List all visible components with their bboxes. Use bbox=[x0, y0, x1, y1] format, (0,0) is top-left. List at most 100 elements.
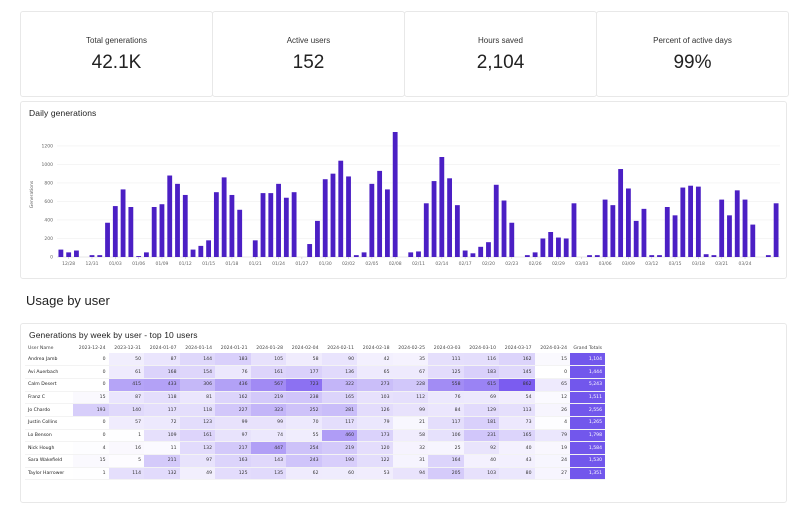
bar bbox=[524, 255, 530, 257]
y-tick-label: 800 bbox=[44, 181, 53, 187]
heatmap-cell: 0 bbox=[73, 429, 109, 443]
bar bbox=[307, 244, 313, 257]
bar bbox=[276, 183, 281, 257]
kpi-value: 2,104 bbox=[476, 52, 525, 73]
heatmap-cell: 227 bbox=[215, 403, 251, 417]
bar bbox=[377, 170, 383, 257]
column-header: 2024-01-28 bbox=[256, 346, 283, 351]
bar bbox=[462, 250, 468, 257]
heatmap-cell: 243 bbox=[286, 454, 322, 468]
heatmap-cell: 116 bbox=[463, 353, 499, 367]
heatmap-cell: 87 bbox=[144, 353, 180, 367]
heatmap-cell: 105 bbox=[250, 353, 286, 367]
heatmap-cell: 57 bbox=[108, 416, 144, 430]
grand-total-cell: 5,243 bbox=[570, 378, 605, 392]
heatmap-cell: 143 bbox=[250, 454, 286, 468]
heatmap-cell: 15 bbox=[534, 353, 570, 367]
heatmap-cell: 62 bbox=[286, 467, 322, 481]
heatmap-cell: 323 bbox=[250, 403, 286, 417]
heatmap-cell: 1 bbox=[108, 429, 144, 443]
heatmap-cell: 109 bbox=[144, 429, 180, 443]
bar bbox=[633, 220, 639, 257]
heatmap-cell: 723 bbox=[286, 378, 322, 392]
heatmap-cell: 0 bbox=[73, 365, 109, 379]
heatmap-cell: 219 bbox=[250, 391, 286, 405]
bar bbox=[587, 255, 592, 257]
user-name-cell: Taylor Harrower bbox=[25, 467, 73, 481]
section-title: Usage by user bbox=[26, 293, 110, 308]
bar bbox=[563, 238, 569, 257]
x-tick-label: 03/18 bbox=[692, 261, 705, 267]
heatmap-cell: 136 bbox=[321, 365, 357, 379]
heatmap-cell: 164 bbox=[428, 454, 464, 468]
heatmap-cell: 74 bbox=[250, 429, 286, 443]
x-tick-label: 03/21 bbox=[715, 261, 728, 267]
heatmap-cell: 94 bbox=[392, 467, 428, 481]
x-tick-label: 02/17 bbox=[459, 261, 472, 267]
bar bbox=[330, 173, 336, 257]
heatmap-cell: 61 bbox=[108, 365, 144, 379]
x-tick-label: 02/05 bbox=[365, 261, 378, 267]
grand-total-cell: 1,798 bbox=[570, 429, 605, 443]
heatmap-cell: 32 bbox=[392, 441, 428, 455]
bar bbox=[408, 252, 414, 257]
bar bbox=[136, 256, 142, 257]
heatmap-cell: 113 bbox=[499, 403, 535, 417]
heatmap-cell: 65 bbox=[357, 365, 393, 379]
heatmap-cell: 40 bbox=[499, 441, 535, 455]
heatmap-cell: 80 bbox=[499, 467, 535, 481]
heatmap-cell: 126 bbox=[357, 403, 393, 417]
x-tick-label: 03/12 bbox=[645, 261, 658, 267]
heatmap-cell: 123 bbox=[179, 416, 215, 430]
heatmap-cell: 460 bbox=[321, 429, 357, 443]
heatmap-cell: 76 bbox=[428, 391, 464, 405]
heatmap-cell: 183 bbox=[215, 353, 251, 367]
bar bbox=[369, 183, 375, 257]
user-name-cell: Nick Hough bbox=[25, 441, 73, 455]
heatmap-cell: 163 bbox=[215, 454, 251, 468]
bar bbox=[695, 186, 701, 257]
heatmap-cell: 0 bbox=[534, 365, 570, 379]
heatmap-cell: 190 bbox=[321, 454, 357, 468]
heatmap-cell: 118 bbox=[179, 403, 215, 417]
heatmap-cell: 92 bbox=[463, 441, 499, 455]
bar bbox=[252, 240, 258, 257]
bar bbox=[602, 199, 608, 257]
heatmap-cell: 72 bbox=[144, 416, 180, 430]
bar bbox=[439, 157, 445, 257]
table-row: Nick Hough 4 16 11 132 217 447 254 219 120 32 25 92 4… bbox=[25, 441, 605, 455]
column-header: 2024-01-07 bbox=[149, 346, 177, 351]
table-row: Sara Wakefield 15 5 211 97 163 143 243 190 122 31 1… bbox=[25, 454, 605, 468]
usage-table-panel: Generations by week by user - top 10 use… bbox=[20, 323, 787, 503]
bar bbox=[641, 208, 647, 257]
x-tick-label: 01/27 bbox=[295, 261, 308, 267]
bar bbox=[353, 255, 359, 257]
heatmap-cell: 117 bbox=[144, 403, 180, 417]
kpi-label: Percent of active days bbox=[653, 36, 732, 45]
kpi-value: 99% bbox=[673, 52, 712, 73]
bar bbox=[478, 246, 484, 257]
heatmap-cell: 16 bbox=[108, 441, 144, 455]
x-tick-label: 01/15 bbox=[202, 261, 215, 267]
bar bbox=[392, 132, 398, 257]
x-tick-label: 03/09 bbox=[622, 261, 635, 267]
x-tick-label: 02/11 bbox=[412, 261, 425, 267]
heatmap-cell: 132 bbox=[179, 441, 215, 455]
user-name-cell: Jo Chardo bbox=[25, 403, 73, 417]
x-tick-label: 03/06 bbox=[599, 261, 612, 267]
heatmap-cell: 35 bbox=[392, 353, 428, 367]
bar bbox=[315, 220, 320, 257]
table-header-row: User Name 2023-12-24 2023-12-31 2024-01-07 2… bbox=[25, 344, 605, 353]
heatmap-cell: 862 bbox=[499, 378, 535, 392]
x-tick-label: 02/23 bbox=[505, 261, 518, 267]
heatmap-cell: 76 bbox=[215, 365, 251, 379]
column-header: 2024-03-24 bbox=[540, 346, 567, 351]
column-header: 2023-12-24 bbox=[78, 346, 106, 351]
bar bbox=[734, 190, 740, 257]
table-row: Justin Collins 0 57 72 123 99 99 70 117 79 21 117 18… bbox=[25, 416, 605, 430]
bar bbox=[198, 245, 204, 257]
heatmap-cell: 144 bbox=[179, 353, 215, 367]
heatmap-cell: 27 bbox=[534, 467, 570, 481]
user-name-cell: Andrea Jamb bbox=[25, 353, 73, 367]
bar bbox=[346, 176, 351, 257]
